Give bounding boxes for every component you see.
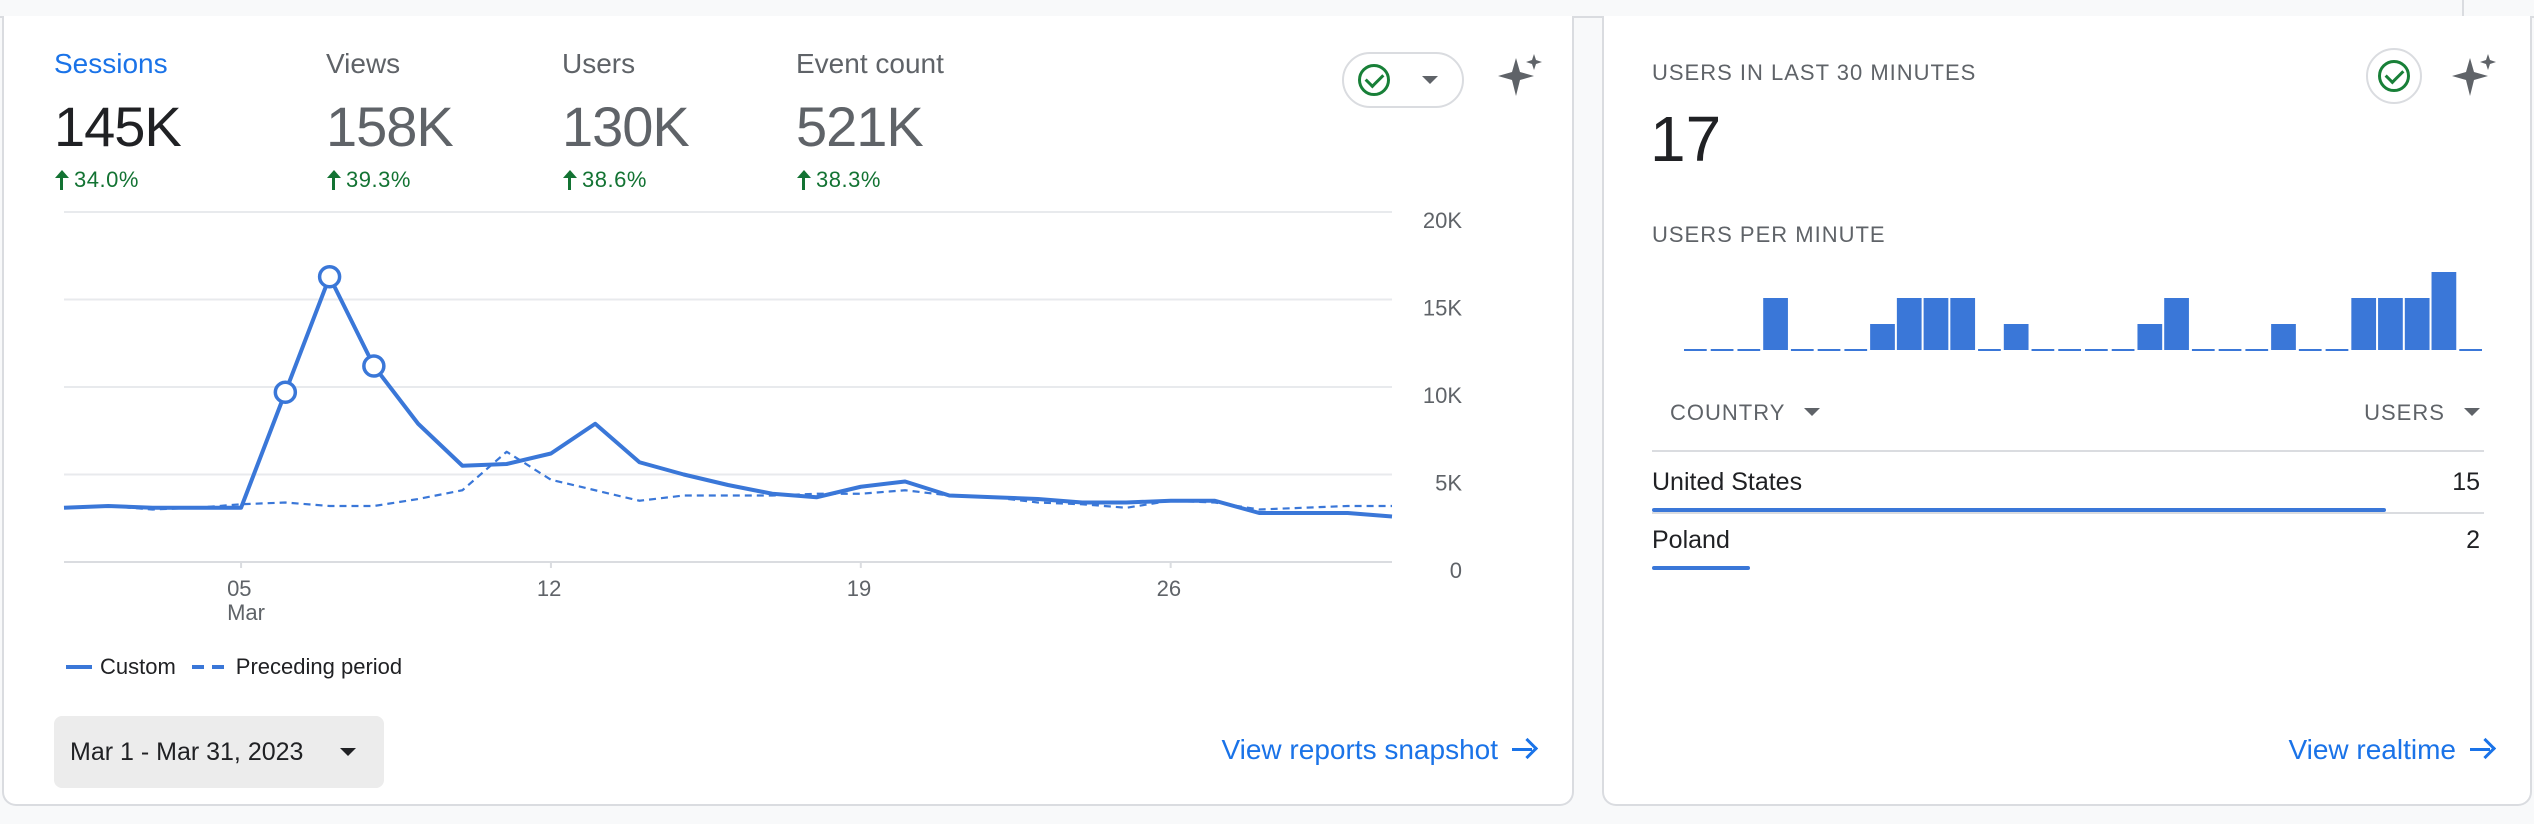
date-range-dropdown[interactable]: Mar 1 - Mar 31, 2023 (54, 716, 384, 788)
metric-value: 130K (562, 95, 690, 158)
link-label: View realtime (2288, 734, 2456, 765)
metric-change: 38.3% (796, 167, 944, 193)
minute-bar[interactable] (1870, 324, 1895, 350)
minute-bar[interactable] (1763, 298, 1788, 350)
minute-bar[interactable] (2378, 298, 2403, 350)
chart-series (63, 265, 1393, 519)
legend-dashed-swatch (191, 665, 226, 669)
y-tick-label: 5K (1435, 471, 1462, 496)
caret-down-icon (1422, 76, 1438, 84)
minute-bar[interactable] (2431, 272, 2457, 350)
metric-change-value: 38.6% (582, 167, 647, 192)
caret-down-icon (2464, 408, 2480, 416)
metric-value: 145K (54, 95, 182, 158)
minute-bar[interactable] (2351, 298, 2377, 350)
metric-change: 39.3% (326, 167, 453, 193)
x-tick-month-label: Mar (227, 600, 265, 625)
status-dropdown-button[interactable] (1342, 52, 1464, 108)
minute-bar[interactable] (2271, 324, 2296, 350)
country-name: Poland (1652, 526, 1730, 554)
metric-label: Event count (796, 48, 944, 79)
legend-label-custom: Custom (100, 654, 176, 679)
metric-label: Sessions (54, 48, 168, 79)
metric-value: 158K (326, 95, 454, 158)
column-header-label: USERS (2364, 400, 2445, 425)
minute-bar[interactable] (2164, 298, 2189, 350)
minute-bar[interactable] (2137, 324, 2163, 350)
realtime-title: USERS IN LAST 30 MINUTES (1652, 60, 1977, 85)
arrow-up-icon (562, 169, 578, 191)
users-per-minute-bar-chart (1684, 272, 2482, 351)
data-point-marker[interactable] (317, 265, 342, 289)
minute-bar[interactable] (2003, 324, 2029, 350)
users-per-minute-label: USERS PER MINUTE (1652, 222, 1886, 247)
x-tick-label: 12 (537, 576, 561, 601)
overview-card: Sessions 145K 34.0% Views 158K 39.3% Use… (2, 16, 1574, 806)
y-tick-label: 10K (1423, 383, 1462, 408)
metric-label: Users (562, 48, 636, 79)
users-column-header[interactable]: USERS (2364, 400, 2480, 426)
legend-solid-swatch (66, 665, 92, 669)
caret-down-icon (340, 748, 356, 756)
series-line-solid (63, 274, 1393, 519)
x-tick-label: 19 (847, 576, 871, 601)
table-divider (1652, 450, 2484, 452)
y-tick-label: 20K (1423, 208, 1462, 233)
metric-change-value: 34.0% (74, 167, 139, 192)
top-divider-tick (2462, 0, 2464, 20)
arrow-right-icon (2470, 738, 2494, 762)
chart-grid (64, 211, 1392, 563)
metric-value: 521K (796, 95, 924, 158)
realtime-card: USERS IN LAST 30 MINUTES 17 USERS PER MI… (1602, 16, 2532, 806)
series-line-dashed (63, 450, 1392, 511)
metric-tab-views[interactable]: Views 158K 39.3% (326, 48, 454, 193)
column-header-label: COUNTRY (1670, 400, 1785, 425)
data-point-marker[interactable] (273, 380, 298, 404)
chart-legend: Custom Preceding period (66, 654, 402, 680)
sparkle-icon[interactable] (1494, 52, 1548, 106)
metric-change-value: 38.3% (816, 167, 881, 192)
check-circle-icon (2378, 60, 2410, 92)
realtime-users-value: 17 (1650, 103, 1722, 175)
metric-change: 38.6% (562, 167, 689, 193)
minute-bar[interactable] (1896, 298, 1922, 350)
metric-tab-event-count[interactable]: Event count 521K 38.3% (796, 48, 944, 193)
country-name: United States (1652, 468, 1803, 496)
metric-change: 34.0% (54, 167, 181, 193)
arrow-up-icon (54, 169, 70, 191)
check-circle-icon (1358, 64, 1390, 96)
legend-label-preceding: Preceding period (235, 654, 403, 679)
country-column-header[interactable]: COUNTRY (1670, 400, 1821, 426)
metric-label: Views (326, 48, 401, 79)
minute-bar[interactable] (2404, 298, 2430, 350)
country-share-bar (1652, 566, 1750, 570)
minute-bar[interactable] (1950, 298, 1976, 350)
arrow-up-icon (326, 169, 342, 191)
country-users: 2 (2466, 526, 2480, 554)
y-tick-label: 15K (1423, 296, 1462, 321)
table-divider (1652, 512, 2484, 514)
date-range-label: Mar 1 - Mar 31, 2023 (70, 737, 304, 766)
metric-tab-users[interactable]: Users 130K 38.6% (562, 48, 690, 193)
minute-bar[interactable] (1923, 298, 1949, 350)
sparkle-icon[interactable] (2448, 52, 2502, 106)
country-users: 15 (2452, 468, 2480, 496)
metric-change-value: 39.3% (346, 167, 411, 192)
x-tick-label: 26 (1157, 576, 1181, 601)
metric-tab-sessions[interactable]: Sessions 145K 34.0% (54, 48, 182, 193)
view-realtime-link[interactable]: View realtime (2288, 734, 2494, 766)
y-axis-ticks: 20K 15K 10K 5K 0 (1423, 208, 1462, 583)
country-share-bar (1652, 508, 2386, 512)
arrow-right-icon (1512, 738, 1536, 762)
link-label: View reports snapshot (1221, 734, 1498, 765)
arrow-up-icon (796, 169, 812, 191)
caret-down-icon (1804, 408, 1821, 416)
x-tick-label: 05 (227, 576, 251, 601)
y-tick-label: 0 (1450, 558, 1462, 583)
realtime-status-button[interactable] (2366, 48, 2422, 104)
view-reports-snapshot-link[interactable]: View reports snapshot (1221, 734, 1536, 766)
data-point-marker[interactable] (362, 354, 386, 378)
